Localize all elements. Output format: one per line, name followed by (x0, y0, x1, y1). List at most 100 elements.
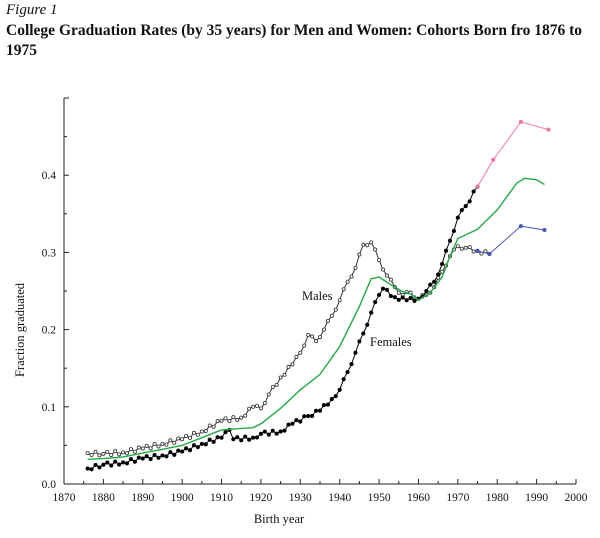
data-point-females (239, 438, 244, 443)
y-tick-label: 0.4 (42, 170, 57, 182)
figure-title: College Graduation Rates (by 35 years) f… (6, 22, 583, 59)
y-tick-label: 0.0 (42, 479, 57, 491)
data-point-females-projected (475, 184, 480, 189)
data-point-females (148, 456, 153, 462)
data-point-males (144, 443, 149, 448)
data-point-males (121, 450, 126, 455)
data-point-females (424, 288, 429, 294)
data-point-males (337, 298, 342, 303)
plot-area (85, 119, 551, 472)
data-point-males (136, 445, 141, 450)
data-point-males (251, 404, 256, 409)
x-tick-label: 1890 (131, 492, 154, 504)
data-point-females (258, 431, 264, 436)
data-point-males (345, 279, 350, 284)
x-tick-label: 2000 (565, 492, 588, 504)
data-point-males (310, 334, 315, 339)
data-point-males (184, 433, 189, 438)
data-point-males (396, 290, 401, 295)
x-tick-label: 1970 (446, 492, 469, 504)
data-point-females (353, 350, 358, 355)
data-point-males (377, 258, 382, 263)
data-point-males (306, 332, 311, 337)
data-point-females (349, 362, 354, 367)
data-point-males (467, 245, 472, 250)
data-point-males (282, 372, 287, 377)
data-point-females (191, 443, 197, 448)
data-point-females (215, 435, 220, 440)
data-point-females (199, 441, 204, 446)
data-point-males (113, 449, 118, 454)
data-point-males (333, 307, 338, 312)
data-point-females (321, 403, 327, 408)
data-point-females (164, 454, 169, 459)
data-point-males (388, 277, 393, 282)
series-line-males-projected (477, 225, 545, 255)
data-point-males (373, 247, 378, 252)
data-point-males (298, 350, 303, 355)
data-point-females (298, 419, 303, 424)
data-point-females (152, 452, 157, 458)
data-point-males-projected (542, 227, 547, 233)
x-tick-label: 1880 (92, 492, 115, 504)
data-point-females (432, 279, 437, 284)
figure-label: Figure 1 (6, 2, 58, 18)
data-point-males (384, 273, 389, 278)
x-tick-label: 1940 (328, 492, 351, 504)
data-point-females (180, 449, 185, 454)
data-point-males (211, 424, 216, 429)
data-point-females (124, 461, 130, 466)
data-point-females (247, 437, 252, 442)
data-point-males (290, 362, 295, 367)
data-point-females (183, 446, 189, 451)
data-point-males (97, 453, 102, 458)
data-point-males-projected (487, 251, 492, 257)
data-point-females (325, 402, 330, 407)
data-point-females (392, 295, 397, 300)
data-point-females (85, 466, 90, 471)
data-point-males (85, 451, 90, 456)
data-point-females (341, 377, 346, 382)
data-point-males (239, 415, 244, 420)
data-point-males (294, 354, 299, 359)
data-point-females (428, 282, 433, 287)
data-point-females (97, 465, 102, 470)
data-point-males (317, 335, 322, 340)
data-point-females (156, 455, 161, 460)
data-point-females (144, 454, 149, 459)
data-point-males (361, 242, 366, 247)
data-point-males (93, 449, 98, 454)
data-point-males (195, 432, 200, 437)
data-point-males (219, 418, 224, 423)
data-point-males (207, 423, 212, 428)
data-point-females (262, 429, 267, 434)
data-point-females (412, 298, 417, 304)
data-point-females (89, 467, 94, 472)
data-point-males (247, 406, 252, 411)
data-point-males (463, 245, 468, 250)
data-point-females (400, 295, 405, 300)
data-point-females (187, 448, 193, 453)
x-tick-label: 1980 (486, 492, 509, 504)
data-point-males (132, 449, 137, 454)
data-point-females (132, 459, 137, 464)
data-point-females (471, 189, 476, 194)
data-point-females (365, 322, 370, 327)
x-axis-title: Birth year (254, 512, 305, 526)
data-point-females (203, 442, 208, 447)
data-point-females (345, 369, 350, 375)
data-point-males (314, 339, 319, 344)
data-point-males (203, 429, 208, 434)
x-tick-label: 1920 (249, 492, 272, 504)
data-point-females (380, 286, 386, 291)
axes: 1870 1880 1890 1900 1910 1920 1930 1940 1950 1960… (42, 97, 588, 504)
females-annotation: Females (370, 335, 412, 349)
data-point-males-projected (518, 224, 523, 229)
data-point-males (329, 313, 334, 318)
data-point-females (113, 459, 118, 464)
data-point-females (455, 215, 460, 220)
data-point-females (459, 208, 464, 213)
data-point-males (172, 440, 177, 445)
data-point-females (207, 437, 212, 442)
